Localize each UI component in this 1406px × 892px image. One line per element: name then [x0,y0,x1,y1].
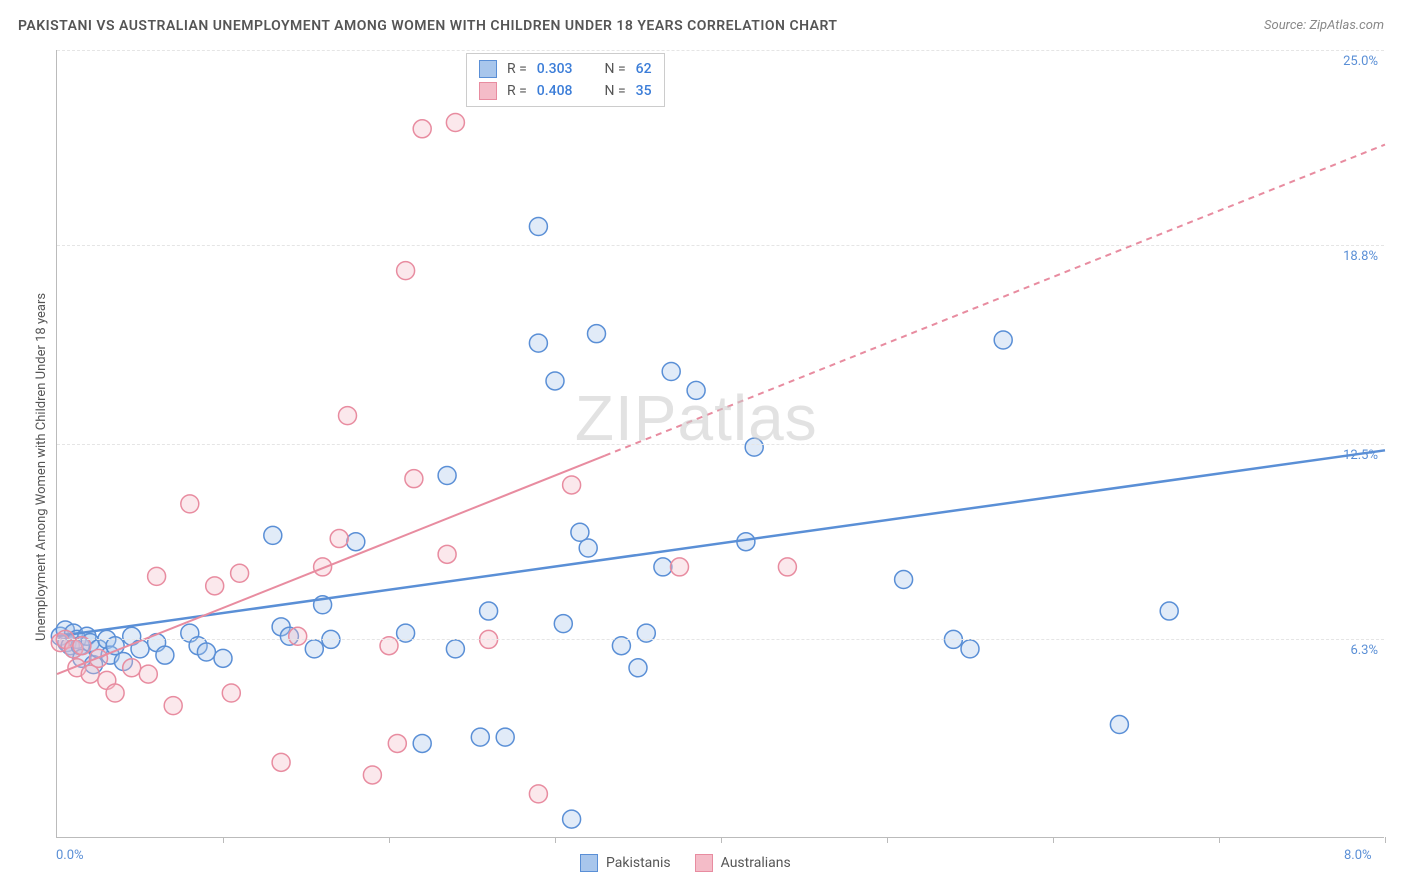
source-label: Source: [1264,18,1309,33]
data-point [231,564,249,582]
chart-title: PAKISTANI VS AUSTRALIAN UNEMPLOYMENT AMO… [18,18,838,34]
data-point [413,734,431,752]
n-value: 62 [636,61,652,77]
data-point [405,470,423,488]
data-point [579,539,597,557]
data-point [181,495,199,513]
x-max-label: 8.0% [1344,848,1372,863]
data-point [272,753,290,771]
data-point [496,728,514,746]
data-point [629,659,647,677]
data-point [1110,716,1128,734]
data-point [546,372,564,390]
legend-label: Australians [721,855,791,871]
data-point [687,381,705,399]
data-point [961,640,979,658]
y-tick-label: 12.5% [1343,448,1378,463]
data-point [745,438,763,456]
n-label: N = [605,61,626,77]
data-point [330,530,348,548]
legend-item: Pakistanis [580,854,671,872]
data-point [197,643,215,661]
data-point [446,113,464,131]
correlation-chart: PAKISTANI VS AUSTRALIAN UNEMPLOYMENT AMO… [0,0,1406,892]
data-point [654,558,672,576]
data-point [206,577,224,595]
data-point [214,649,232,667]
data-point [264,526,282,544]
n-value: 35 [636,83,652,99]
data-point [123,659,141,677]
data-point [895,571,913,589]
legend-swatch [479,82,497,100]
data-point [305,640,323,658]
data-point [446,640,464,658]
data-point [164,697,182,715]
data-point [588,325,606,343]
data-point [529,785,547,803]
data-point [397,262,415,280]
y-tick-label: 18.8% [1343,249,1378,264]
source-attribution: Source: ZipAtlas.com [1264,18,1384,33]
data-point [222,684,240,702]
data-point [347,533,365,551]
data-point [994,331,1012,349]
plot-area: ZIPatlas 6.3%12.5%18.8%25.0% [56,50,1384,838]
data-point [438,545,456,563]
legend-stats: R = 0.303 N = 62 R = 0.408 N = 35 [466,53,665,107]
data-point [529,218,547,236]
data-point [148,567,166,585]
legend-swatch [695,854,713,872]
data-point [388,734,406,752]
data-point [480,602,498,620]
y-axis-label: Unemployment Among Women with Children U… [34,293,49,641]
r-label: R = [507,61,527,77]
data-point [1160,602,1178,620]
n-label: N = [605,83,626,99]
legend-swatch [580,854,598,872]
legend-label: Pakistanis [606,855,671,871]
data-point [314,558,332,576]
data-point [563,810,581,828]
data-point [106,684,124,702]
data-point [554,615,572,633]
data-point [778,558,796,576]
data-point [363,766,381,784]
legend-item: Australians [695,854,791,872]
source-value: ZipAtlas.com [1309,18,1384,33]
r-value: 0.303 [537,61,573,77]
x-min-label: 0.0% [56,848,84,863]
data-point [339,407,357,425]
data-point [139,665,157,683]
data-point [563,476,581,494]
legend-stat-row: R = 0.303 N = 62 [479,58,652,80]
data-point [438,467,456,485]
r-value: 0.408 [537,83,573,99]
y-tick-label: 25.0% [1343,54,1378,69]
legend-stat-row: R = 0.408 N = 35 [479,80,652,102]
data-point [662,363,680,381]
data-point [413,120,431,138]
data-point [471,728,489,746]
data-point [289,627,307,645]
y-tick-label: 6.3% [1350,643,1378,658]
data-point [156,646,174,664]
data-point [671,558,689,576]
legend-swatch [479,60,497,78]
legend-series: Pakistanis Australians [580,854,791,872]
data-point [529,334,547,352]
r-label: R = [507,83,527,99]
